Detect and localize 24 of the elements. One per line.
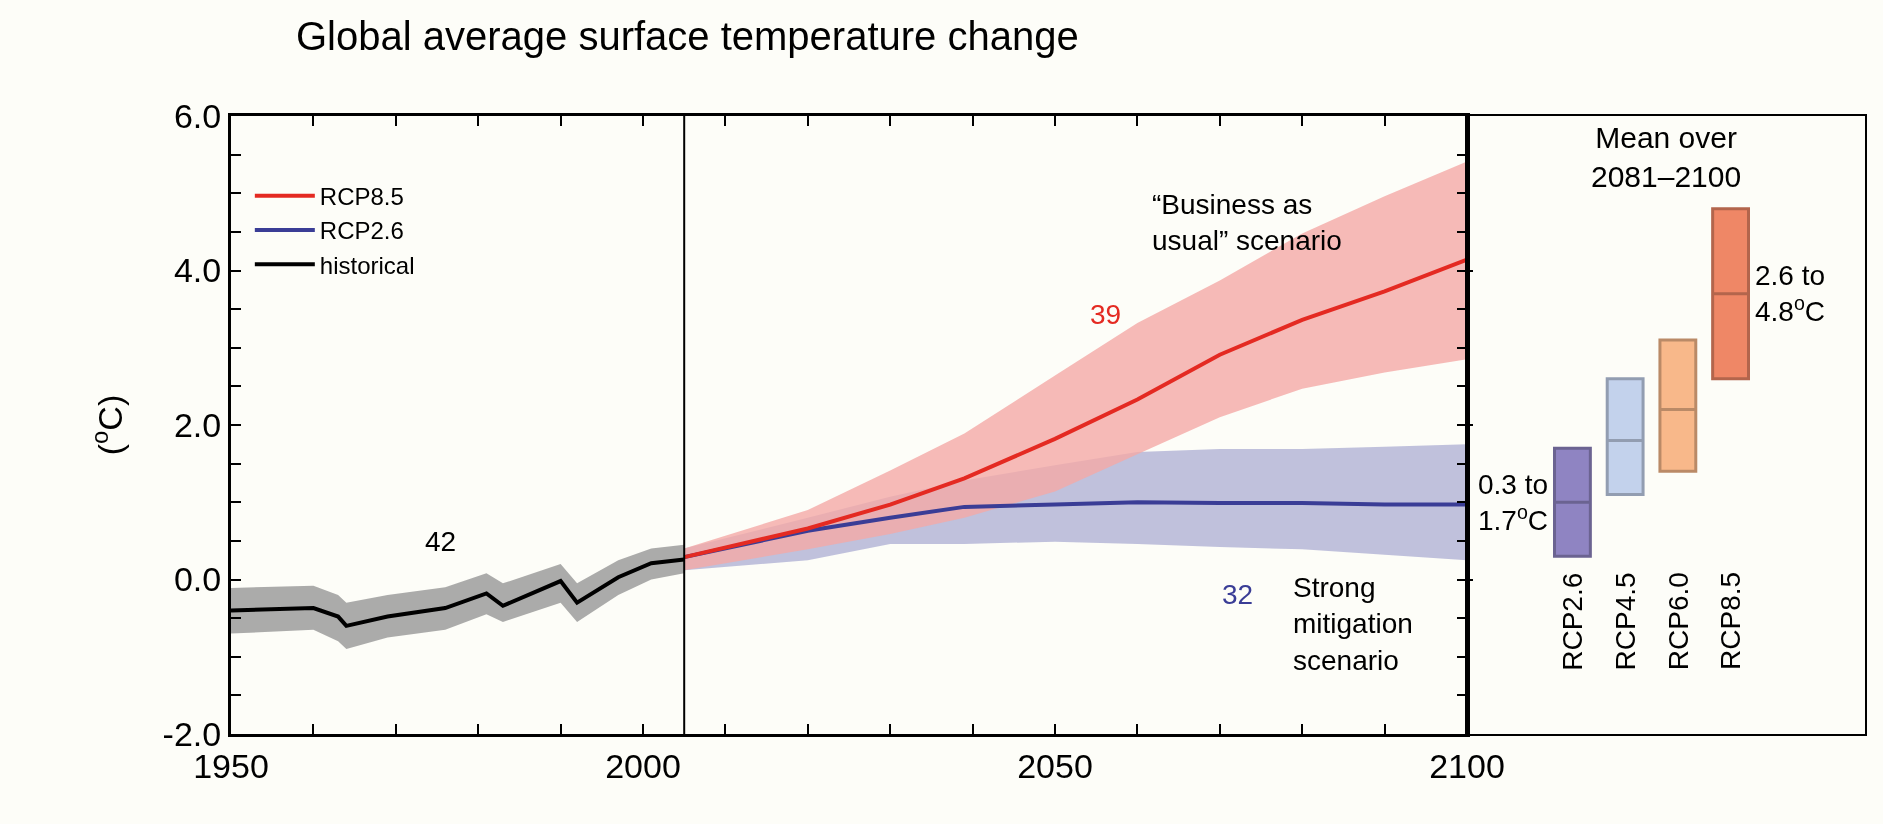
text: Mean over 2081–2100 — [1591, 121, 1742, 193]
legend-label: historical — [319, 251, 415, 279]
chart-title: Global average surface temperature change — [296, 14, 1079, 58]
x-tick-label: 2000 — [605, 746, 681, 785]
annotation: 42 — [425, 526, 457, 557]
category-label: RCP6.0 — [1662, 572, 1694, 671]
line-series — [682, 257, 1467, 560]
y-tick-label: 6.0 — [173, 96, 222, 135]
y-tick-label: 2.0 — [173, 405, 222, 444]
annotation: 39 — [1090, 299, 1122, 330]
annotation: Strong mitigation scenario — [1293, 572, 1413, 676]
annotation: 32 — [1222, 579, 1254, 610]
annotation: “Business as usual” scenario — [1152, 189, 1342, 257]
annotation: 2.6 to 4.8$^{o}$C — [1755, 260, 1826, 328]
category-label: RCP8.5 — [1715, 571, 1747, 670]
category-label: RCP2.6 — [1557, 572, 1589, 671]
y-tick-label: 0.0 — [173, 560, 222, 599]
annotation: 0.3 to 1.7$^{o}$C — [1478, 469, 1549, 537]
y-tick-label: 4.0 — [173, 251, 222, 290]
category-label: RCP4.5 — [1609, 572, 1641, 671]
legend-label: RCP8.5 — [319, 183, 404, 211]
x-tick-label: 2100 — [1429, 746, 1505, 785]
x-tick-label: 2050 — [1017, 746, 1093, 785]
legend-label: RCP2.6 — [319, 217, 404, 245]
